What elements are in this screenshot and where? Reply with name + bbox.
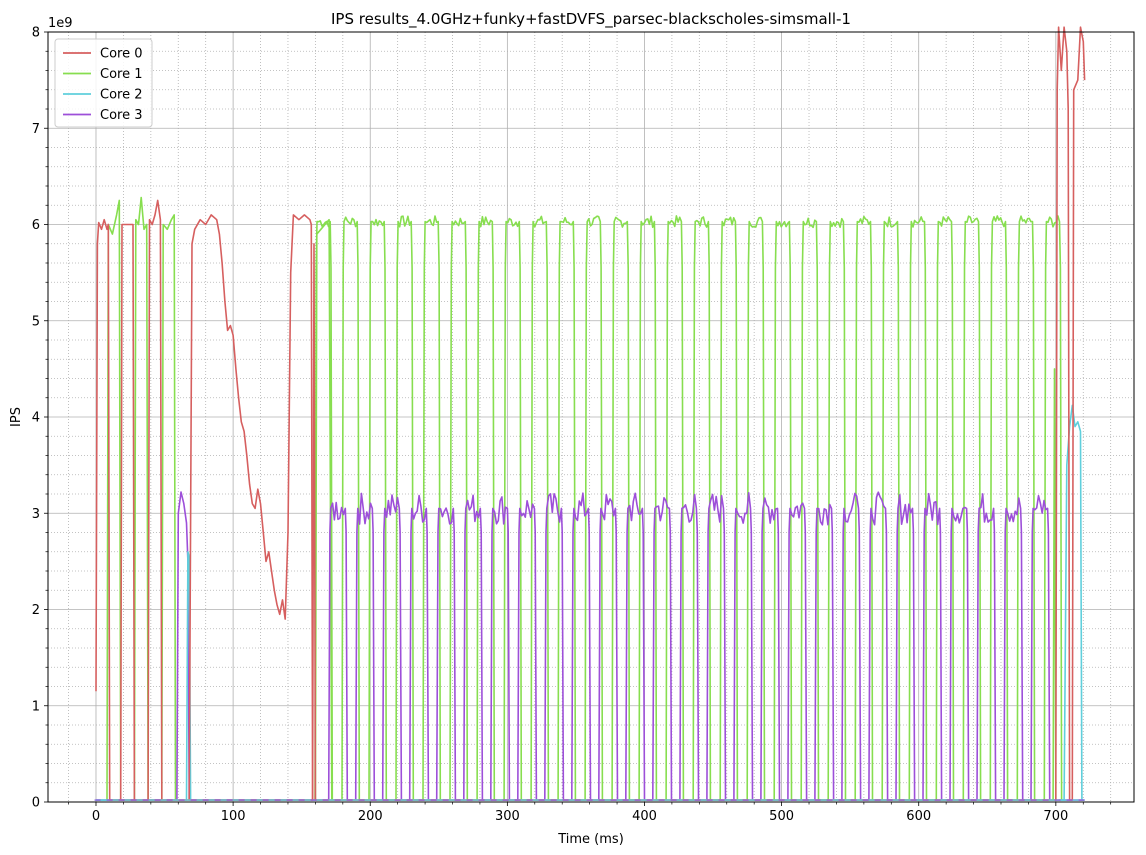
legend-label: Core 1: [100, 67, 143, 82]
y-axis-scale-label: 1e9: [48, 16, 73, 31]
y-tick-label: 2: [32, 603, 40, 618]
series-line: [327, 491, 1051, 801]
x-tick-label: 500: [769, 809, 794, 824]
y-tick-label: 0: [32, 796, 40, 811]
series-core-1: [106, 196, 1063, 801]
legend-frame: [54, 38, 153, 128]
x-tick-label: 100: [221, 809, 246, 824]
series-line: [147, 199, 163, 801]
series-line: [96, 491, 330, 801]
legend-label: Core 3: [100, 108, 143, 123]
x-tick-label: 200: [358, 809, 383, 824]
y-tick-label: 8: [32, 26, 40, 41]
series-line: [95, 26, 1086, 801]
chart-title: IPS results_4.0GHz+funky+fastDVFS_parsec…: [331, 10, 851, 29]
y-axis-label: IPS: [9, 407, 24, 427]
series-layer: [94, 26, 1086, 801]
y-tick-label: 4: [32, 411, 40, 426]
series-core-0: [95, 26, 1086, 801]
series-line: [119, 223, 136, 801]
legend-label: Core 2: [100, 88, 143, 103]
x-tick-label: 700: [1043, 809, 1068, 824]
x-tick-label: 400: [632, 809, 657, 824]
x-tick-label: 300: [495, 809, 520, 824]
y-tick-label: 5: [32, 314, 40, 329]
axis-ticks: 0 100 200 300 400 500 600 700 0 1 2 3 4 5 6 7 8: [32, 26, 1112, 824]
y-tick-label: 6: [32, 218, 40, 233]
legend: Core 0 Core 1 Core 2 Core 3: [54, 38, 153, 128]
legend-label: Core 0: [100, 47, 143, 62]
y-tick-label: 3: [32, 507, 40, 522]
series-line: [133, 196, 149, 801]
y-tick-label: 7: [32, 122, 40, 137]
series-core-3: [96, 491, 1084, 801]
series-line: [188, 214, 314, 801]
series-line: [161, 214, 177, 801]
x-axis-label: Time (ms): [557, 832, 624, 847]
x-tick-label: 0: [92, 809, 100, 824]
major-grid: [48, 31, 1134, 803]
x-tick-label: 600: [906, 809, 931, 824]
y-tick-label: 1: [32, 699, 40, 714]
